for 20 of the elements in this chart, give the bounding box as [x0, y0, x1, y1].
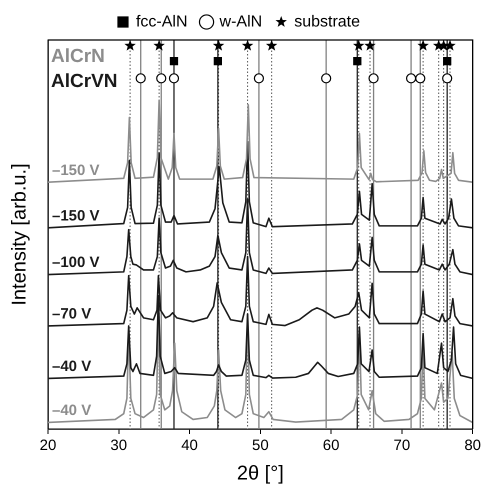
x-tick-label: 50	[252, 437, 269, 454]
series-label: –150 V	[52, 207, 100, 224]
legend-label: fcc-AlN	[136, 13, 188, 30]
x-axis-title: 2θ [°]	[236, 462, 284, 485]
series-label: –100 V	[52, 254, 100, 272]
x-tick-label: 40	[181, 437, 198, 454]
annotation: AlCrVN	[51, 71, 118, 92]
x-tick-label: 80	[464, 437, 481, 454]
legend-label: w-AlN	[218, 13, 262, 30]
annotation: AlCrN	[51, 46, 105, 68]
x-tick-label: 60	[322, 437, 340, 454]
series-label: –70 V	[52, 306, 92, 323]
series-label: –40 V	[52, 358, 92, 376]
y-axis-title: Intensity [arb.u.]	[8, 163, 31, 306]
legend-label: substrate	[294, 13, 360, 30]
series-label: –150 V	[52, 162, 100, 179]
series-label: –40 V	[52, 402, 92, 420]
x-tick-label: 20	[40, 437, 56, 454]
x-tick-label: 70	[394, 437, 410, 454]
x-tick-label: 30	[110, 437, 128, 454]
